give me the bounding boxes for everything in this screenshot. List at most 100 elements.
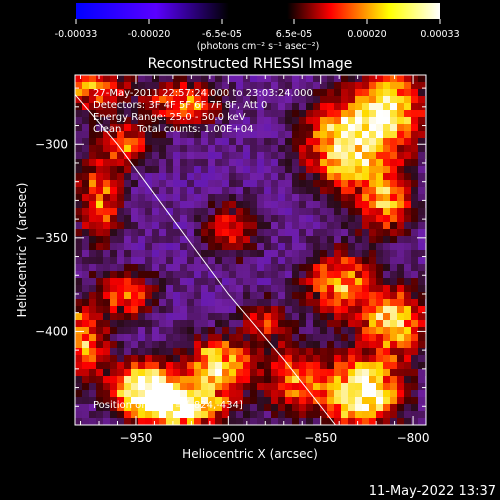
heatmap-cell — [96, 327, 104, 335]
heatmap-cell — [236, 117, 244, 125]
heatmap-cell — [103, 404, 111, 412]
heatmap-cell — [152, 376, 160, 384]
heatmap-cell — [285, 341, 293, 349]
heatmap-cell — [278, 173, 286, 181]
heatmap-cell — [166, 390, 174, 398]
heatmap-cell — [229, 341, 237, 349]
heatmap-cell — [299, 96, 307, 104]
heatmap-cell — [369, 208, 377, 216]
heatmap-cell — [152, 418, 160, 425]
heatmap-cell — [313, 89, 321, 97]
heatmap-cell — [341, 313, 349, 321]
heatmap-cell — [243, 124, 251, 132]
heatmap-cell — [124, 418, 132, 425]
heatmap-cell — [75, 355, 83, 363]
heatmap-cell — [250, 124, 258, 132]
heatmap-cell — [82, 376, 90, 384]
heatmap-cell — [89, 341, 97, 349]
annotation-detectors: Detectors: 3F 4F 5F 6F 7F 8F, Att 0 — [93, 100, 267, 111]
heatmap-cell — [180, 292, 188, 300]
heatmap-cell — [299, 418, 307, 425]
heatmap-cell — [159, 187, 167, 195]
heatmap-cell — [348, 285, 356, 293]
heatmap-cell — [229, 383, 237, 391]
heatmap-cell — [257, 159, 265, 167]
heatmap-cell — [208, 285, 216, 293]
heatmap-cell — [341, 257, 349, 265]
heatmap-cell — [299, 89, 307, 97]
heatmap-cell — [292, 355, 300, 363]
heatmap-cell — [166, 166, 174, 174]
heatmap-cell — [383, 89, 391, 97]
heatmap-cell — [166, 208, 174, 216]
heatmap-cell — [334, 278, 342, 286]
heatmap-cell — [194, 397, 202, 405]
heatmap-cell — [117, 320, 125, 328]
heatmap-cell — [292, 369, 300, 377]
heatmap-cell — [208, 82, 216, 90]
heatmap-cell — [313, 320, 321, 328]
heatmap-cell — [124, 320, 132, 328]
heatmap-cell — [236, 89, 244, 97]
heatmap-cell — [271, 229, 279, 237]
heatmap-cell — [320, 103, 328, 111]
heatmap-cell — [180, 271, 188, 279]
heatmap-cell — [243, 166, 251, 174]
heatmap-cell — [376, 145, 384, 153]
heatmap-cell — [187, 208, 195, 216]
heatmap-cell — [180, 264, 188, 272]
heatmap-cell — [243, 110, 251, 118]
heatmap-cell — [355, 383, 363, 391]
heatmap-cell — [180, 103, 188, 111]
heatmap-cell — [96, 89, 104, 97]
heatmap-cell — [299, 229, 307, 237]
chart-title: Reconstructed RHESSI Image — [148, 56, 353, 72]
heatmap-cell — [390, 348, 398, 356]
heatmap-cell — [173, 306, 181, 314]
heatmap-cell — [152, 103, 160, 111]
colorbar-tick-label: 0.00033 — [420, 29, 459, 40]
heatmap-cell — [313, 215, 321, 223]
heatmap-cell — [292, 341, 300, 349]
heatmap-cell — [173, 292, 181, 300]
heatmap-cell — [299, 334, 307, 342]
heatmap-cell — [117, 313, 125, 321]
heatmap-cell — [383, 264, 391, 272]
heatmap-cell — [390, 390, 398, 398]
heatmap-cell — [334, 418, 342, 425]
heatmap-cell — [369, 75, 377, 83]
heatmap-cell — [306, 397, 314, 405]
heatmap-cell — [194, 348, 202, 356]
heatmap-cell — [96, 194, 104, 202]
heatmap-cell — [411, 299, 419, 307]
heatmap-cell — [257, 306, 265, 314]
heatmap-cell — [222, 236, 230, 244]
heatmap-cell — [341, 341, 349, 349]
heatmap-cell — [152, 383, 160, 391]
heatmap-cell — [264, 117, 272, 125]
heatmap-cell — [383, 131, 391, 139]
heatmap-cell — [383, 271, 391, 279]
heatmap-cell — [362, 187, 370, 195]
heatmap-cell — [271, 117, 279, 125]
heatmap-cell — [159, 306, 167, 314]
heatmap-cell — [271, 292, 279, 300]
heatmap-cell — [362, 334, 370, 342]
heatmap-cell — [250, 201, 258, 209]
heatmap-cell — [187, 383, 195, 391]
heatmap-cell — [131, 124, 139, 132]
heatmap-cell — [96, 201, 104, 209]
heatmap-cell — [145, 75, 153, 83]
heatmap-cell — [362, 89, 370, 97]
heatmap-cell — [334, 313, 342, 321]
heatmap-cell — [229, 82, 237, 90]
heatmap-cell — [271, 159, 279, 167]
heatmap-cell — [397, 383, 405, 391]
heatmap-cell — [418, 383, 426, 391]
heatmap-cell — [397, 103, 405, 111]
heatmap-cell — [404, 411, 412, 419]
heatmap-cell — [264, 334, 272, 342]
heatmap-cell — [110, 236, 118, 244]
heatmap-cell — [166, 145, 174, 153]
heatmap-cell — [348, 152, 356, 160]
